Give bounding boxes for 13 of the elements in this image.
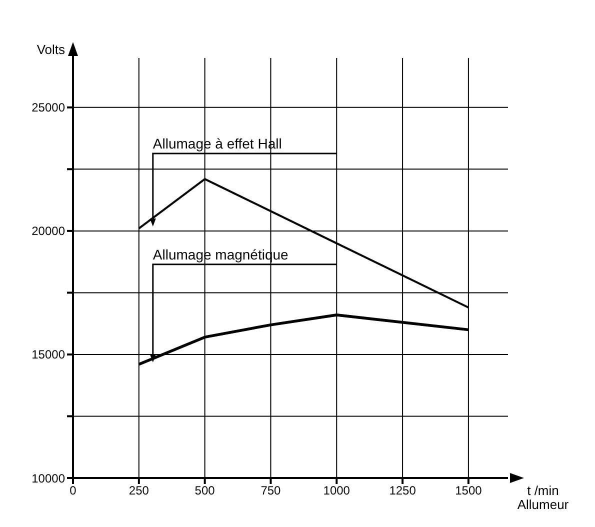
- x-tick-label: 1250: [389, 484, 416, 498]
- x-tick-label: 250: [128, 484, 150, 498]
- y-tick-label: 15000: [32, 348, 66, 362]
- x-tick-label: 0: [70, 484, 77, 498]
- x-tick-label: 1000: [323, 484, 350, 498]
- x-tick-label: 750: [260, 484, 282, 498]
- y-axis-title: Volts: [36, 42, 66, 57]
- x-tick-label: 1500: [455, 484, 482, 498]
- x-axis-title: t /min Allumeur: [516, 483, 570, 512]
- x-tick-label: 500: [194, 484, 216, 498]
- y-tick-label: 25000: [32, 100, 66, 115]
- y-tick-label: 10000: [32, 471, 66, 486]
- y-tick-label: 20000: [32, 224, 66, 238]
